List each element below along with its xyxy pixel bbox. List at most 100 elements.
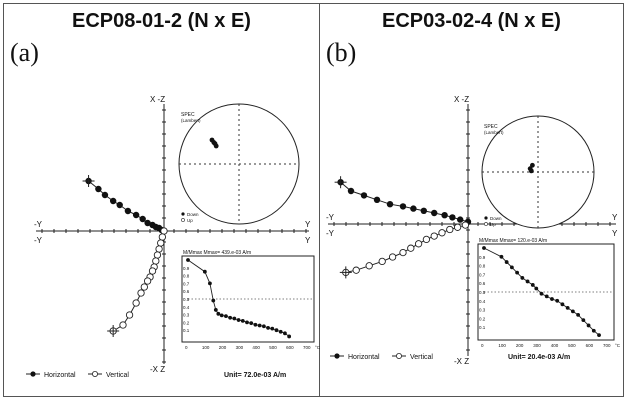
p0-axis-label-left-lower: -Y	[34, 236, 43, 245]
p1-horizontal-point	[347, 187, 355, 195]
p1-axis-label-left-upper: -Y	[326, 213, 335, 222]
p1-vertical-point	[388, 253, 397, 261]
p0-intensity-x-tick: 200	[219, 345, 227, 350]
panel-a-title: ECP08-01-2 (N x E)	[72, 10, 251, 32]
p0-axis-label-right-upper: Y	[305, 220, 311, 229]
p0-intensity-point	[249, 321, 254, 326]
p1-horizontal-series-line	[340, 181, 469, 223]
p0-stereonet-legend-down: Down	[187, 212, 199, 217]
p1-intensity-point	[482, 246, 486, 250]
p0-intensity-point	[245, 320, 249, 325]
p1-stereonet-sublabel: (Lambert)	[484, 130, 504, 135]
p1-intensity-point	[509, 265, 514, 270]
p0-axis-label-left-upper: -Y	[34, 220, 43, 229]
p0-axis-label-bottom: -X Z	[150, 365, 165, 374]
p1-intensity-point	[576, 312, 581, 317]
p1-axis-label-top: X -Z	[454, 95, 469, 104]
p1-intensity-x-tick: 400	[551, 343, 559, 348]
p0-intensity-x-tick: 600	[286, 345, 294, 350]
p1-horizontal-point	[386, 201, 394, 208]
p1-intensity-point	[534, 286, 539, 291]
p1-intensity-point	[560, 302, 565, 307]
p1-intensity-y-tick: 0.3	[479, 308, 486, 313]
p0-vertical-point	[119, 321, 127, 329]
p0-intensity-point	[257, 323, 262, 328]
p1-intensity-point	[530, 283, 535, 287]
p1-intensity-point	[515, 270, 520, 275]
p0-vertical-point	[152, 257, 160, 265]
p1-intensity-point	[565, 305, 570, 310]
p0-horizontal-point	[139, 215, 146, 223]
p1-intensity-point	[539, 291, 544, 296]
p0-horizontal-point	[109, 197, 117, 205]
p1-vertical-point	[430, 232, 438, 240]
p0-vertical-point	[153, 251, 162, 259]
p0-intensity-point	[278, 329, 283, 334]
p0-intensity-point	[224, 314, 228, 319]
p0-vertical-point	[143, 277, 152, 285]
p1-vertical-point	[378, 257, 386, 266]
p0-vertical-point	[158, 233, 167, 241]
p0-intensity-y-tick: 0.2	[183, 320, 190, 325]
p1-legend-vertical: Vertical	[410, 354, 433, 361]
p0-intensity-y-tick: 0.5	[183, 297, 190, 302]
p0-unit-label: Unit= 72.0e-03 A/m	[224, 372, 286, 379]
p1-horizontal-point	[410, 205, 417, 212]
p1-vertical-point	[399, 248, 407, 257]
p0-intensity-title: M/Mmax Mmax= 439.e-03 A/m	[183, 250, 251, 256]
p0-intensity-point	[266, 325, 270, 330]
p0-vertical-point	[148, 267, 157, 275]
p1-stereonet-label: SPEC	[484, 124, 498, 130]
p1-stereonet-point	[528, 168, 534, 174]
p0-vertical-point	[125, 311, 134, 319]
p1-intensity-x-tick: 300	[533, 343, 541, 348]
p0-intensity-point	[208, 281, 212, 286]
p0-intensity-point	[270, 326, 275, 331]
p1-intensity-y-tick: 0.1	[479, 325, 486, 330]
p1-horizontal-point	[457, 216, 464, 223]
p0-intensity-point	[232, 316, 237, 321]
p1-vertical-point	[453, 223, 462, 231]
p0-horizontal-point	[101, 191, 109, 199]
p0-vertical-point	[132, 299, 140, 307]
p1-intensity-point	[504, 260, 509, 264]
p1-intensity-x-tick: 100	[498, 343, 506, 348]
p0-vertical-point	[157, 239, 165, 247]
p1-vertical-point	[461, 221, 470, 229]
p1-intensity-point	[499, 254, 504, 259]
p1-horizontal-point	[431, 209, 438, 217]
p1-horizontal-point	[399, 203, 407, 210]
p1-intensity-y-tick: 0.5	[479, 290, 486, 295]
p1-intensity-x-tick: 600	[586, 343, 594, 348]
p1-stereonet-legend-down: Down	[490, 216, 502, 221]
p1-intensity-point	[570, 309, 575, 314]
p1-intensity-point	[555, 298, 560, 303]
p1-intensity-title: M/Mmax Mmax= 120.e-03 A/m	[479, 238, 547, 244]
p0-legend-vertical-marker	[92, 370, 99, 377]
p1-intensity-point	[597, 333, 601, 338]
p0-intensity-x-tick: 100	[202, 345, 210, 350]
p1-horizontal-point	[441, 212, 448, 219]
p1-intensity-y-tick: 0.8	[479, 264, 486, 269]
p0-stereonet-point	[209, 137, 215, 143]
p0-stereonet-point	[212, 141, 218, 147]
p1-horizontal-point	[449, 214, 456, 221]
p0-intensity-point	[253, 322, 258, 327]
p0-intensity-point	[228, 315, 233, 320]
p0-legend-vertical: Vertical	[106, 372, 129, 379]
p1-intensity-y-tick: 0.2	[479, 316, 486, 321]
p1-intensity-x-tick: 0	[481, 343, 484, 348]
p1-intensity-x-tick: 200	[516, 343, 524, 348]
p1-axis-label-right-lower: Y	[612, 229, 618, 238]
p0-intensity-point	[287, 334, 292, 339]
p0-vertical-point	[155, 245, 163, 253]
p0-legend-horizontal: Horizontal	[44, 372, 76, 379]
p0-intensity-point	[219, 313, 224, 318]
p1-legend-horizontal: Horizontal	[348, 354, 380, 361]
p1-axis-label-left-lower: -Y	[326, 229, 335, 238]
p1-intensity-point	[525, 279, 530, 284]
p1-vertical-point	[407, 244, 415, 252]
p0-stereonet-label: SPEC	[181, 112, 195, 118]
p1-legend-horizontal-marker	[334, 353, 340, 359]
